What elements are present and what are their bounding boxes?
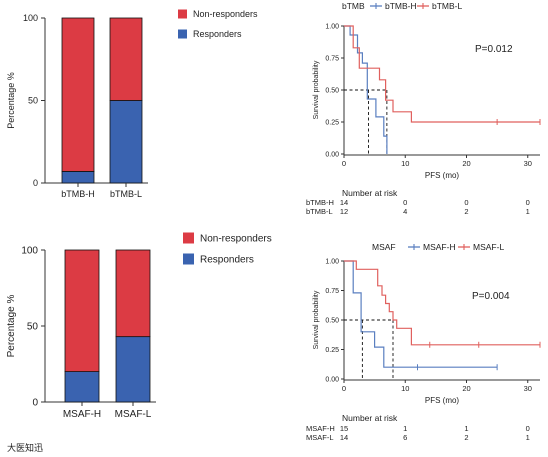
risk-count: 1 [526,433,530,442]
y-tick-label: 0.00 [325,377,339,384]
y-tick-label: 100 [23,13,38,23]
x-axis-label: PFS (mo) [425,396,460,405]
x-tick-label: 20 [462,384,470,393]
x-tick-label: 20 [462,159,470,168]
legend-label: Non-responders [200,234,272,245]
y-tick-label: 0.50 [325,318,339,325]
x-tick-label: 10 [401,384,409,393]
risk-count: 0 [526,424,530,433]
y-axis-label: Survival probability [313,290,320,349]
x-tick-label: MSAF-L [115,409,152,420]
legend-label: Responders [193,29,242,39]
bar-responders [64,371,100,403]
y-tick-label: 0.25 [325,347,339,354]
y-tick-label: 0.75 [325,288,339,295]
bar-responders [61,171,95,184]
bar-non-responders [61,17,95,172]
y-tick-label: 0.50 [325,88,339,95]
y-tick-label: 50 [27,322,39,333]
y-tick-label: 0.25 [325,120,339,127]
risk-count: 2 [464,433,468,442]
x-tick-label: bTMB-H [61,189,95,199]
y-tick-label: 0 [32,398,38,409]
y-axis-label: Percentage % [6,294,17,357]
risk-count: 0 [526,198,530,207]
y-tick-label: 0 [33,178,38,188]
risk-row-label: MSAF-H [306,424,335,433]
km-curve-msaf-l [344,260,540,346]
bar-responders [109,100,143,184]
risk-count: 14 [340,433,348,442]
bar-non-responders [64,249,100,372]
x-tick-label: 0 [342,159,346,168]
risk-count: 1 [464,424,468,433]
km-curve-btmb-h [344,25,388,154]
bar-btmb: 0 50 100 Percentage % bTMB-H bTMB-L Non-respon… [6,9,258,199]
risk-count: 0 [464,198,468,207]
legend-title: bTMB [342,1,365,11]
x-tick-label: 30 [524,159,532,168]
legend-title: MSAF [372,242,396,252]
risk-table-title: Number at risk [342,413,398,423]
risk-count: 2 [464,207,468,216]
risk-count: 15 [340,424,348,433]
x-tick-label: 10 [401,159,409,168]
x-tick-label: 30 [524,384,532,393]
x-axis-label: PFS (mo) [425,171,460,180]
y-tick-label: 0.75 [325,56,339,63]
legend-swatch [178,9,187,19]
km-curve-btmb-l [344,25,540,123]
bar-responders [115,336,151,403]
p-value: P=0.004 [472,291,510,302]
p-value: P=0.012 [475,44,513,55]
km-curve-msaf-h [344,260,498,368]
x-tick-label: bTMB-L [110,189,142,199]
legend-label: Responders [200,255,254,266]
y-axis-label: Survival probability [313,60,320,119]
risk-row-label: bTMB-H [306,198,334,207]
legend-swatch [183,253,194,265]
legend-label: MSAF-H [423,242,456,252]
y-tick-label: 0.00 [325,152,339,159]
risk-count: 1 [403,424,407,433]
risk-count: 6 [403,433,407,442]
risk-count: 4 [403,207,407,216]
legend-label: Non-responders [193,9,258,19]
risk-count: 14 [340,198,348,207]
watermark-logo: 大医知迅 [7,442,43,453]
bar-non-responders [109,17,143,101]
risk-table-title: Number at risk [342,188,398,198]
risk-row-label: MSAF-L [306,433,334,442]
legend-swatch [178,29,187,39]
y-tick-label: 50 [28,96,38,106]
y-tick-label: 1.00 [325,259,339,266]
risk-count: 0 [403,198,407,207]
y-tick-label: 1.00 [325,24,339,31]
legend-label: bTMB-L [432,1,463,11]
legend-swatch [183,232,194,244]
legend-label: MSAF-L [473,242,504,252]
risk-row-label: bTMB-L [306,207,333,216]
risk-count: 12 [340,207,348,216]
legend-label: bTMB-H [385,1,417,11]
y-axis-label: Percentage % [6,72,16,129]
x-tick-label: 0 [342,384,346,393]
bar-non-responders [115,249,151,338]
x-tick-label: MSAF-H [63,409,101,420]
bar-msaf: 0 50 100 Percentage % MSAF-H MSAF-L Non-respon… [6,232,272,420]
risk-count: 1 [526,207,530,216]
y-tick-label: 100 [21,246,38,257]
